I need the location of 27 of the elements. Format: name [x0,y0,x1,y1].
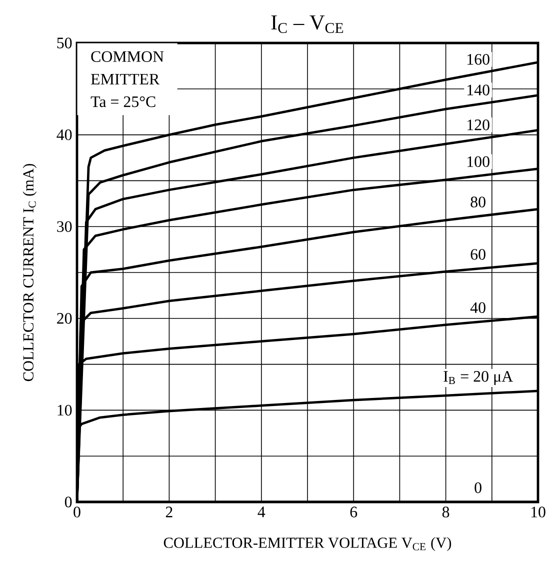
series-label: 100 [467,156,490,168]
x-tick-label: 0 [73,506,80,518]
series-label: 80 [470,196,486,208]
chart-title: I$_{C}$ – V$_{CE}$ [271,15,343,33]
series-label: I$_{B}$ = 20 μA [443,370,513,386]
annotation: COMMON [91,51,164,62]
x-tick-label: 8 [442,506,449,518]
annotation: EMITTER [90,74,160,84]
series-label: 140 [467,84,490,96]
x-tick-label: 4 [258,506,265,518]
y-tick-label: 40 [56,129,72,140]
x-tick-label: 2 [166,506,172,518]
series-label: 160 [467,54,490,65]
x-tick-label: 6 [350,506,357,518]
y-tick-label: 0 [64,496,72,508]
series-label: 0 [474,482,482,494]
y-tick-label: 50 [57,38,72,48]
y-tick-label: 10 [58,404,72,416]
y-tick-label: 30 [56,221,72,232]
series-label: 120 [467,120,490,130]
annotation: Ta = 25°C [90,96,156,108]
series-label: 40 [470,302,486,314]
y-axis-title: COLLECTOR CURRENT I$_{C}$ (mA) [22,164,36,382]
x-tick-label: 10 [531,506,546,518]
y-tick-label: 20 [56,313,72,324]
x-axis-title: COLLECTOR-EMITTER VOLTAGE V$_{CE}$ (V) [164,537,451,552]
series-label: 60 [470,249,486,260]
